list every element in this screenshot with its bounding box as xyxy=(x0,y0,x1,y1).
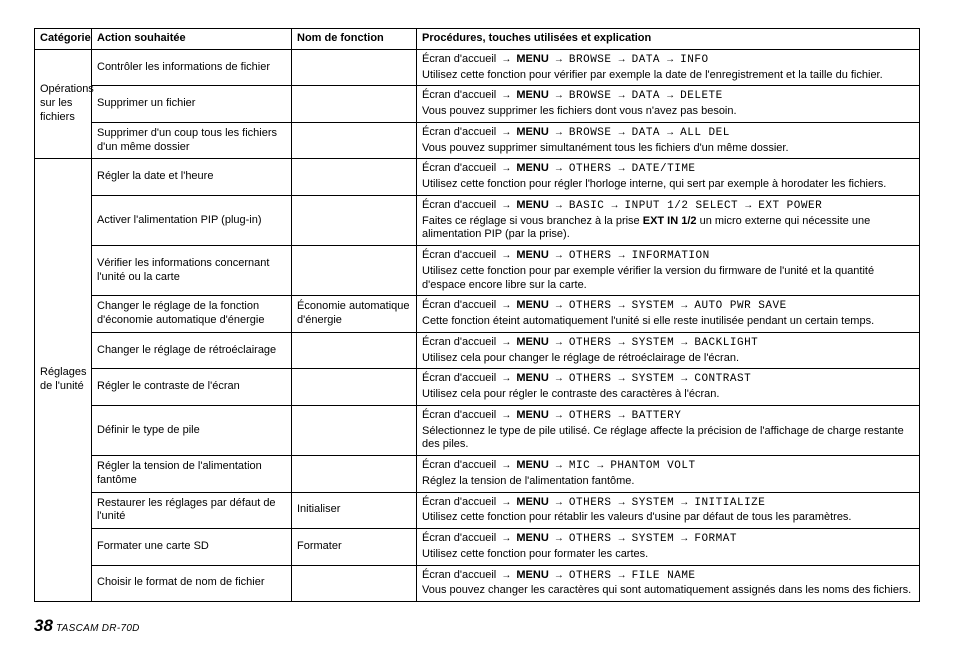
action-cell: Activer l'alimentation PIP (plug-in) xyxy=(92,195,292,245)
function-cell xyxy=(292,86,417,123)
action-cell: Choisir le format de nom de fichier xyxy=(92,565,292,602)
procedure-path: Écran d'accueil → MENU → OTHERS → SYSTEM… xyxy=(422,299,914,314)
procedure-cell: Écran d'accueil → MENU → OTHERS → FILE N… xyxy=(417,565,920,602)
action-cell: Contrôler les informations de fichier xyxy=(92,49,292,86)
table-row: Formater une carte SDFormater Écran d'acc… xyxy=(35,529,920,566)
table-row: Réglages de l'unitéRégler la date et l'h… xyxy=(35,159,920,196)
procedure-cell: Écran d'accueil → MENU → OTHERS → INFORM… xyxy=(417,246,920,296)
action-cell: Régler le contraste de l'écran xyxy=(92,369,292,406)
table-row: Choisir le format de nom de fichier Écran… xyxy=(35,565,920,602)
procedure-cell: Écran d'accueil → MENU → OTHERS → SYSTEM… xyxy=(417,296,920,333)
function-cell xyxy=(292,246,417,296)
procedure-desc: Utilisez cette fonction pour rétablir le… xyxy=(422,511,914,525)
procedure-path: Écran d'accueil → MENU → BASIC → INPUT 1… xyxy=(422,199,914,214)
function-cell xyxy=(292,369,417,406)
functions-table: Catégorie Action souhaitée Nom de foncti… xyxy=(34,28,920,602)
procedure-desc: Faites ce réglage si vous branchez à la … xyxy=(422,215,914,243)
procedure-cell: Écran d'accueil → MENU → OTHERS → BATTER… xyxy=(417,405,920,455)
procedure-desc: Vous pouvez supprimer simultanément tous… xyxy=(422,142,914,156)
table-row: Supprimer d'un coup tous les fichiers d'… xyxy=(35,122,920,159)
procedure-path: Écran d'accueil → MENU → OTHERS → INFORM… xyxy=(422,249,914,264)
table-row: Définir le type de pile Écran d'accueil →… xyxy=(35,405,920,455)
action-cell: Restaurer les réglages par défaut de l'u… xyxy=(92,492,292,529)
function-cell xyxy=(292,159,417,196)
page-number: 38 xyxy=(34,616,53,635)
table-row: Régler le contraste de l'écran Écran d'ac… xyxy=(35,369,920,406)
function-cell xyxy=(292,405,417,455)
procedure-cell: Écran d'accueil → MENU → OTHERS → SYSTEM… xyxy=(417,369,920,406)
procedure-path: Écran d'accueil → MENU → OTHERS → SYSTEM… xyxy=(422,496,914,511)
table-row: Changer le réglage de la fonction d'écon… xyxy=(35,296,920,333)
function-cell: Initialiser xyxy=(292,492,417,529)
category-cell: Réglages de l'unité xyxy=(35,159,92,602)
action-cell: Changer le réglage de la fonction d'écon… xyxy=(92,296,292,333)
procedure-cell: Écran d'accueil → MENU → BASIC → INPUT 1… xyxy=(417,195,920,245)
header-category: Catégorie xyxy=(35,29,92,50)
procedure-cell: Écran d'accueil → MENU → BROWSE → DATA →… xyxy=(417,86,920,123)
procedure-desc: Utilisez cela pour changer le réglage de… xyxy=(422,352,914,366)
procedure-cell: Écran d'accueil → MENU → BROWSE → DATA →… xyxy=(417,122,920,159)
table-row: Régler la tension de l'alimentation fant… xyxy=(35,456,920,493)
action-cell: Supprimer d'un coup tous les fichiers d'… xyxy=(92,122,292,159)
header-action: Action souhaitée xyxy=(92,29,292,50)
action-cell: Régler la tension de l'alimentation fant… xyxy=(92,456,292,493)
procedure-path: Écran d'accueil → MENU → MIC → PHANTOM V… xyxy=(422,459,914,474)
action-cell: Vérifier les informations concernant l'u… xyxy=(92,246,292,296)
procedure-cell: Écran d'accueil → MENU → OTHERS → SYSTEM… xyxy=(417,492,920,529)
procedure-path: Écran d'accueil → MENU → OTHERS → BATTER… xyxy=(422,409,914,424)
procedure-path: Écran d'accueil → MENU → BROWSE → DATA →… xyxy=(422,53,914,68)
function-cell xyxy=(292,122,417,159)
action-cell: Régler la date et l'heure xyxy=(92,159,292,196)
function-cell xyxy=(292,332,417,369)
procedure-cell: Écran d'accueil → MENU → OTHERS → SYSTEM… xyxy=(417,529,920,566)
action-cell: Changer le réglage de rétroéclairage xyxy=(92,332,292,369)
procedure-path: Écran d'accueil → MENU → OTHERS → SYSTEM… xyxy=(422,336,914,351)
table-row: Restaurer les réglages par défaut de l'u… xyxy=(35,492,920,529)
procedure-desc: Vous pouvez supprimer les fichiers dont … xyxy=(422,105,914,119)
function-cell xyxy=(292,565,417,602)
procedure-desc: Utilisez cela pour régler le contraste d… xyxy=(422,388,914,402)
table-row: Opérations sur les fichiersContrôler les… xyxy=(35,49,920,86)
product-model: TASCAM DR-70D xyxy=(56,623,140,634)
procedure-cell: Écran d'accueil → MENU → OTHERS → DATE/T… xyxy=(417,159,920,196)
procedure-desc: Utilisez cette fonction pour vérifier pa… xyxy=(422,69,914,83)
procedure-desc: Cette fonction éteint automatiquement l'… xyxy=(422,315,914,329)
category-cell: Opérations sur les fichiers xyxy=(35,49,92,159)
procedure-desc: Utilisez cette fonction pour formater le… xyxy=(422,548,914,562)
table-row: Supprimer un fichier Écran d'accueil → ME… xyxy=(35,86,920,123)
procedure-path: Écran d'accueil → MENU → BROWSE → DATA →… xyxy=(422,126,914,141)
procedure-cell: Écran d'accueil → MENU → BROWSE → DATA →… xyxy=(417,49,920,86)
action-cell: Définir le type de pile xyxy=(92,405,292,455)
function-cell: Économie automatique d'énergie xyxy=(292,296,417,333)
header-function: Nom de fonction xyxy=(292,29,417,50)
procedure-path: Écran d'accueil → MENU → OTHERS → SYSTEM… xyxy=(422,532,914,547)
table-row: Changer le réglage de rétroéclairage Écra… xyxy=(35,332,920,369)
procedure-desc: Vous pouvez changer les caractères qui s… xyxy=(422,584,914,598)
function-cell xyxy=(292,195,417,245)
procedure-path: Écran d'accueil → MENU → OTHERS → FILE N… xyxy=(422,569,914,584)
procedure-cell: Écran d'accueil → MENU → MIC → PHANTOM V… xyxy=(417,456,920,493)
procedure-desc: Utilisez cette fonction pour par exemple… xyxy=(422,265,914,293)
function-cell xyxy=(292,456,417,493)
action-cell: Formater une carte SD xyxy=(92,529,292,566)
procedure-cell: Écran d'accueil → MENU → OTHERS → SYSTEM… xyxy=(417,332,920,369)
action-cell: Supprimer un fichier xyxy=(92,86,292,123)
table-header-row: Catégorie Action souhaitée Nom de foncti… xyxy=(35,29,920,50)
header-procedure: Procédures, touches utilisées et explica… xyxy=(417,29,920,50)
procedure-desc: Sélectionnez le type de pile utilisé. Ce… xyxy=(422,425,914,453)
procedure-desc: Utilisez cette fonction pour régler l'ho… xyxy=(422,178,914,192)
procedure-path: Écran d'accueil → MENU → OTHERS → SYSTEM… xyxy=(422,372,914,387)
function-cell: Formater xyxy=(292,529,417,566)
procedure-path: Écran d'accueil → MENU → OTHERS → DATE/T… xyxy=(422,162,914,177)
table-row: Activer l'alimentation PIP (plug-in) Écra… xyxy=(35,195,920,245)
function-cell xyxy=(292,49,417,86)
procedure-desc: Réglez la tension de l'alimentation fant… xyxy=(422,475,914,489)
page-footer: 38 TASCAM DR-70D xyxy=(34,616,920,636)
procedure-path: Écran d'accueil → MENU → BROWSE → DATA →… xyxy=(422,89,914,104)
table-row: Vérifier les informations concernant l'u… xyxy=(35,246,920,296)
